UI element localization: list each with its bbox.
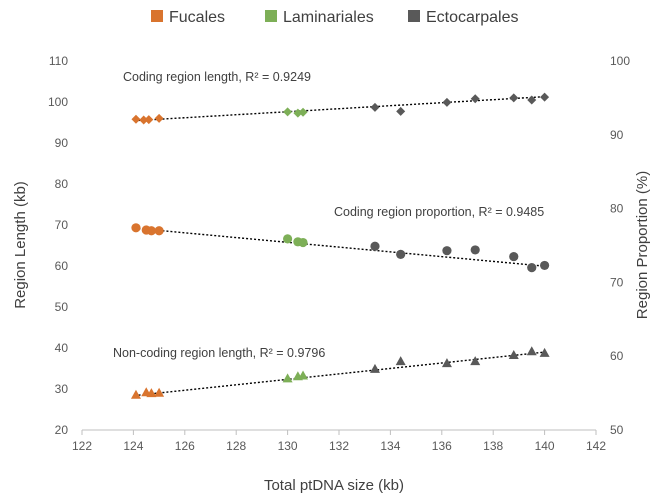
legend-label-ectocarpales: Ectocarpales	[426, 9, 519, 26]
data-points	[130, 92, 550, 399]
x-tick-label: 136	[432, 439, 452, 453]
coding_length-point-10	[470, 94, 480, 104]
y-axis-title: Region Length (kb)	[12, 181, 29, 309]
x-tick-label: 122	[72, 439, 92, 453]
x-tick-label: 138	[483, 439, 503, 453]
y-axis-ticks: 20 30 40 50 60 70 80 90 100 110	[48, 54, 68, 437]
y2-tick-label: 50	[610, 423, 624, 437]
y2-tick-label: 80	[610, 202, 624, 216]
y-tick-label: 20	[55, 423, 69, 437]
x-tick-label: 134	[380, 439, 400, 453]
coding_proportion-point-8	[396, 249, 406, 259]
coding_proportion-point-13	[540, 260, 550, 271]
y-tick-label: 110	[49, 54, 68, 68]
legend-label-laminariales: Laminariales	[283, 9, 374, 26]
coding_length-point-6	[298, 107, 308, 117]
legend-swatch-laminariales	[265, 10, 277, 22]
coding_length-point-0	[131, 114, 141, 124]
noncoding_length-point-6	[298, 370, 309, 380]
coding_proportion-point-4	[283, 234, 293, 244]
coding_proportion-point-6	[298, 237, 308, 248]
annotation-coding-length: Coding region length, R² = 0.9249	[123, 70, 311, 84]
y-tick-label: 30	[55, 382, 69, 396]
coding_length-point-2	[144, 115, 154, 125]
y-tick-label: 60	[55, 259, 69, 273]
coding_proportion-point-12	[527, 263, 537, 273]
legend-swatch-ectocarpales	[408, 10, 420, 22]
x-tick-label: 126	[175, 439, 195, 453]
coding_length-point-1	[139, 115, 149, 125]
y-tick-label: 80	[55, 177, 69, 191]
y-tick-label: 50	[55, 300, 69, 314]
coding_length-point-3	[154, 113, 164, 123]
legend-item-fucales: Fucales	[151, 9, 225, 26]
y2-axis-title: Region Proportion (%)	[634, 171, 651, 319]
y-tick-label: 70	[55, 218, 69, 232]
y2-axis-ticks: 50 60 70 80 90 100	[610, 54, 630, 437]
y-tick-label: 40	[55, 341, 69, 355]
x-axis-title: Total ptDNA size (kb)	[264, 477, 404, 494]
legend-label-fucales: Fucales	[169, 9, 225, 26]
legend: Fucales Laminariales Ectocarpales	[151, 9, 519, 26]
coding_proportion-point-10	[470, 245, 480, 255]
coding_proportion-point-7	[370, 241, 380, 251]
y2-tick-label: 60	[610, 349, 624, 363]
noncoding_length-point-9	[441, 358, 452, 368]
y2-tick-label: 90	[610, 128, 624, 142]
coding_proportion-point-11	[509, 251, 519, 262]
coding_length-point-11	[509, 93, 519, 103]
noncoding_length-point-3	[154, 387, 165, 397]
noncoding_length-point-10	[470, 356, 481, 366]
x-tick-label: 140	[535, 439, 555, 453]
trendline-coding_proportion	[138, 227, 545, 267]
y2-tick-label: 70	[610, 275, 624, 289]
coding_proportion-point-9	[442, 246, 452, 256]
noncoding_length-point-4	[282, 373, 293, 383]
x-tick-label: 130	[278, 439, 298, 453]
noncoding_length-point-11	[508, 349, 519, 359]
noncoding_length-point-8	[395, 356, 406, 366]
coding_length-point-7	[370, 102, 380, 112]
y-tick-label: 100	[48, 95, 68, 109]
noncoding_length-point-13	[539, 347, 550, 357]
legend-swatch-fucales	[151, 10, 163, 22]
annotation-noncoding-length: Non-coding region length, R² = 0.9796	[113, 346, 325, 360]
x-axis-ticks: 122 124 126 128 130 132 134 136 138 140 142	[72, 430, 606, 453]
coding_length-point-8	[396, 106, 406, 116]
coding_proportion-point-2	[146, 226, 156, 236]
noncoding_length-point-7	[369, 363, 380, 373]
noncoding_length-point-12	[526, 346, 537, 356]
coding_proportion-point-3	[154, 226, 164, 236]
x-tick-label: 128	[226, 439, 246, 453]
legend-item-laminariales: Laminariales	[265, 9, 374, 26]
annotation-coding-proportion: Coding region proportion, R² = 0.9485	[334, 205, 544, 219]
noncoding_length-point-2	[146, 388, 157, 398]
coding_length-point-12	[527, 95, 537, 105]
x-tick-label: 132	[329, 439, 349, 453]
x-tick-label: 124	[123, 439, 143, 453]
y-tick-label: 90	[55, 136, 69, 150]
x-tick-label: 142	[586, 439, 606, 453]
coding_length-point-4	[283, 107, 293, 117]
noncoding_length-point-0	[130, 389, 141, 399]
legend-item-ectocarpales: Ectocarpales	[408, 9, 519, 26]
y2-tick-label: 100	[610, 54, 630, 68]
coding_length-point-13	[540, 92, 550, 102]
trendline-coding_length	[138, 95, 545, 122]
coding_length-point-9	[442, 97, 452, 107]
coding_proportion-point-0	[131, 223, 141, 233]
